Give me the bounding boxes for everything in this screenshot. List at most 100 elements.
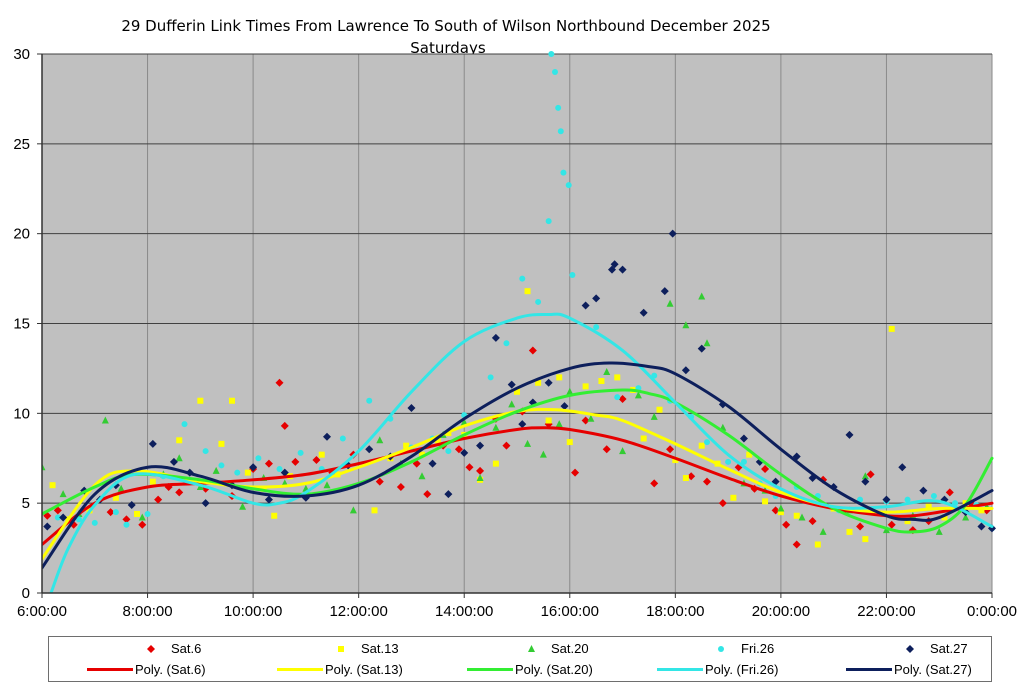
data-point <box>323 432 331 441</box>
data-point <box>639 308 648 317</box>
data-point <box>218 440 225 447</box>
data-point <box>264 495 273 504</box>
horizontal-gridlines <box>42 53 992 504</box>
data-point <box>492 423 500 431</box>
data-point <box>725 458 732 465</box>
data-point <box>535 298 542 305</box>
data-point <box>856 522 865 531</box>
data-point <box>175 454 183 462</box>
line-swatch-icon <box>846 668 892 671</box>
data-point <box>123 521 130 528</box>
data-point <box>112 509 119 516</box>
legend-label: Poly. (Fri.26) <box>705 662 779 677</box>
data-point <box>524 439 532 447</box>
data-point <box>154 495 163 504</box>
data-point <box>557 128 564 135</box>
data-point <box>418 472 426 480</box>
data-point <box>91 519 98 526</box>
data-point <box>614 374 621 381</box>
data-point <box>668 229 677 238</box>
data-point <box>887 520 896 529</box>
data-point <box>297 449 304 456</box>
data-point <box>502 441 511 450</box>
data-point <box>419 451 425 458</box>
data-point <box>571 468 580 477</box>
data-point <box>718 499 727 508</box>
data-point <box>555 420 563 428</box>
data-point <box>508 400 516 408</box>
y-tick-label: 15 <box>13 316 30 333</box>
y-tick-label: 0 <box>22 585 30 602</box>
data-point <box>930 492 937 499</box>
data-point <box>888 325 895 332</box>
trendline-poly-sat-27 <box>42 361 994 570</box>
x-tick-label: 12:00:00 <box>329 603 387 620</box>
trendline-poly-fri-26 <box>49 312 994 593</box>
data-point <box>366 397 373 404</box>
data-point <box>202 448 209 455</box>
legend-item-poly-fri26: Poly. (Fri.26) <box>657 662 778 677</box>
data-point <box>904 518 911 525</box>
diamond-marker-icon <box>137 644 165 653</box>
data-point <box>117 484 125 492</box>
data-point <box>503 340 510 347</box>
y-tick-label: 5 <box>22 495 30 512</box>
y-tick-label: 30 <box>13 46 30 63</box>
line-swatch-icon <box>657 668 703 671</box>
data-point <box>552 68 558 75</box>
data-point <box>560 402 569 411</box>
data-point <box>555 104 562 111</box>
data-point <box>618 394 627 403</box>
data-point <box>255 455 262 462</box>
data-point <box>49 482 56 489</box>
data-point <box>762 498 769 505</box>
data-point <box>491 333 500 342</box>
data-point <box>492 460 499 467</box>
data-point <box>618 265 627 274</box>
chart-subtitle: Saturdays <box>410 39 486 57</box>
data-point <box>603 368 611 376</box>
legend-item-sat6: Sat.6 <box>137 641 201 656</box>
data-point <box>476 441 485 450</box>
legend: Sat.6 Sat.13 Sat.20 Fri.26 Sat.27 Poly. … <box>48 636 992 682</box>
data-point <box>608 265 616 274</box>
data-point <box>197 397 204 404</box>
data-point <box>610 260 619 269</box>
data-point <box>149 478 156 485</box>
data-point <box>280 468 289 477</box>
x-tick-label: 0:00:00 <box>967 603 1017 620</box>
legend-label: Sat.6 <box>171 641 202 656</box>
y-axis-ticks: 0 5 10 15 20 25 30 <box>13 46 42 602</box>
data-point <box>977 522 986 531</box>
legend-item-poly-sat6: Poly. (Sat.6) <box>87 662 206 677</box>
data-point <box>814 541 821 548</box>
data-point <box>602 445 611 454</box>
data-point <box>861 472 869 480</box>
legend-label: Poly. (Sat.13) <box>325 662 403 677</box>
data-point <box>777 504 785 512</box>
data-point <box>777 509 784 516</box>
data-point <box>434 437 441 444</box>
y-tick-label: 20 <box>13 226 30 243</box>
data-point <box>656 406 663 413</box>
data-point <box>698 292 706 300</box>
data-point <box>798 513 806 521</box>
data-point <box>75 516 82 523</box>
data-point <box>291 457 300 466</box>
data-point <box>862 536 869 543</box>
data-point <box>640 435 647 442</box>
data-point <box>375 477 384 486</box>
data-point <box>59 513 68 522</box>
data-point <box>666 299 674 307</box>
line-swatch-icon <box>277 668 323 671</box>
data-point <box>53 506 62 515</box>
data-point <box>845 430 854 439</box>
legend-item-poly-sat27: Poly. (Sat.27) <box>846 662 972 677</box>
data-point <box>144 510 151 517</box>
data-point <box>229 397 235 404</box>
data-point <box>681 366 690 375</box>
data-point <box>323 481 331 489</box>
data-point <box>507 380 516 389</box>
legend-label: Sat.13 <box>361 641 399 656</box>
data-point <box>239 502 247 510</box>
